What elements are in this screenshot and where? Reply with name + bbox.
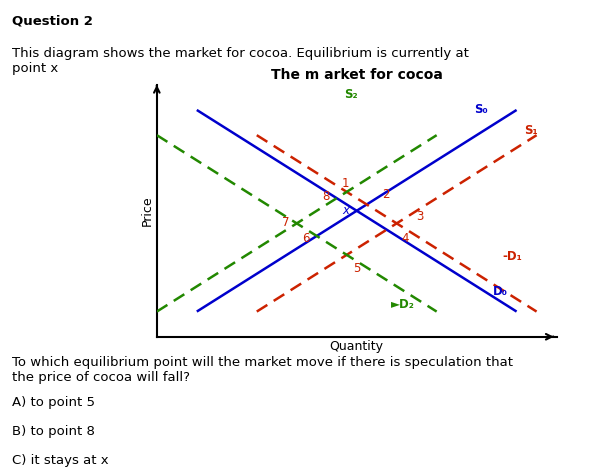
- Text: 8: 8: [322, 190, 329, 203]
- Title: The m arket for cocoa: The m arket for cocoa: [271, 68, 443, 82]
- Text: 7: 7: [282, 216, 289, 228]
- Text: C) it stays at x: C) it stays at x: [12, 454, 109, 467]
- Text: S₀: S₀: [474, 104, 488, 116]
- Text: -D₁: -D₁: [502, 250, 523, 263]
- Text: Question 2: Question 2: [12, 14, 93, 27]
- Text: This diagram shows the market for cocoa. Equilibrium is currently at
point x: This diagram shows the market for cocoa.…: [12, 47, 469, 75]
- Text: S₁: S₁: [524, 123, 538, 137]
- Text: D₀: D₀: [493, 285, 508, 298]
- X-axis label: Quantity: Quantity: [330, 340, 384, 352]
- Text: 2: 2: [382, 188, 389, 201]
- Text: 4: 4: [402, 232, 409, 245]
- Text: 6: 6: [302, 232, 309, 245]
- Text: B) to point 8: B) to point 8: [12, 425, 95, 438]
- Text: 5: 5: [353, 262, 360, 275]
- Y-axis label: Price: Price: [141, 195, 154, 226]
- Text: x: x: [342, 204, 349, 217]
- Text: S₂: S₂: [344, 89, 357, 101]
- Text: ►D₂: ►D₂: [391, 298, 415, 310]
- Text: A) to point 5: A) to point 5: [12, 396, 95, 409]
- Text: 1: 1: [342, 177, 349, 189]
- Text: To which equilibrium point will the market move if there is speculation that
the: To which equilibrium point will the mark…: [12, 356, 514, 383]
- Text: 3: 3: [416, 210, 424, 223]
